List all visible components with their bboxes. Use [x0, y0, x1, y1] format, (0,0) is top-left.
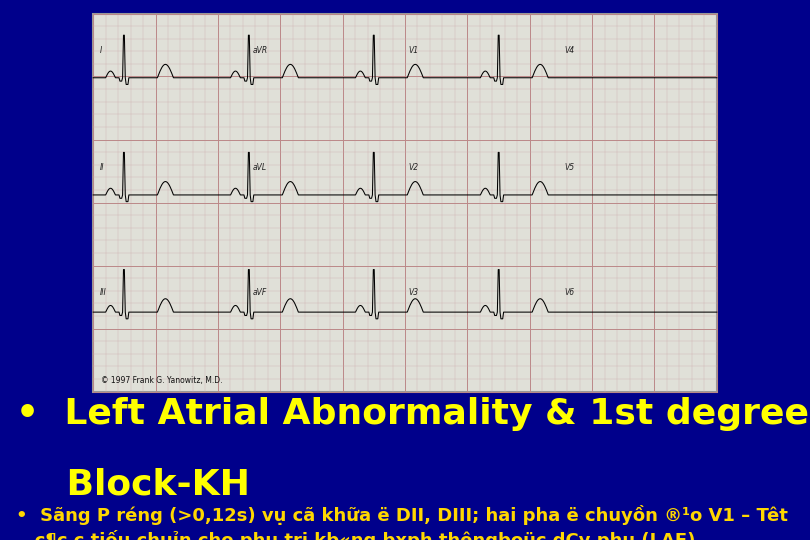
Text: © 1997 Frank G. Yanowitz, M.D.: © 1997 Frank G. Yanowitz, M.D. [101, 376, 223, 386]
Text: V3: V3 [408, 288, 418, 297]
Text: •  Left Atrial Abnormality & 1st degree AV: • Left Atrial Abnormality & 1st degree A… [16, 397, 810, 431]
Text: III: III [100, 288, 106, 297]
Text: V6: V6 [564, 288, 574, 297]
Bar [93, 14, 717, 392]
Text: V2: V2 [408, 164, 418, 172]
Text: II: II [100, 164, 104, 172]
Text: •  Sãng P réng (>0,12s) vụ cã khữa ë DII, DIII; hai pha ë chuyồn ®¹o V1 – Têt: • Sãng P réng (>0,12s) vụ cã khữa ë DII,… [16, 505, 788, 525]
Text: I: I [100, 46, 101, 55]
Text: Block-KH: Block-KH [16, 467, 250, 501]
Text: aVF: aVF [252, 288, 266, 297]
Text: V1: V1 [408, 46, 418, 55]
Text: V5: V5 [564, 164, 574, 172]
Text: aVL: aVL [252, 164, 266, 172]
Text: V4: V4 [564, 46, 574, 55]
Text: aVR: aVR [252, 46, 267, 55]
Text: c¶c c tiếu chuỉn cho phụ trị kb«ng bxph thêngboüc dÇy phụ (LAE): c¶c c tiếu chuỉn cho phụ trị kb«ng bxph … [16, 530, 696, 540]
